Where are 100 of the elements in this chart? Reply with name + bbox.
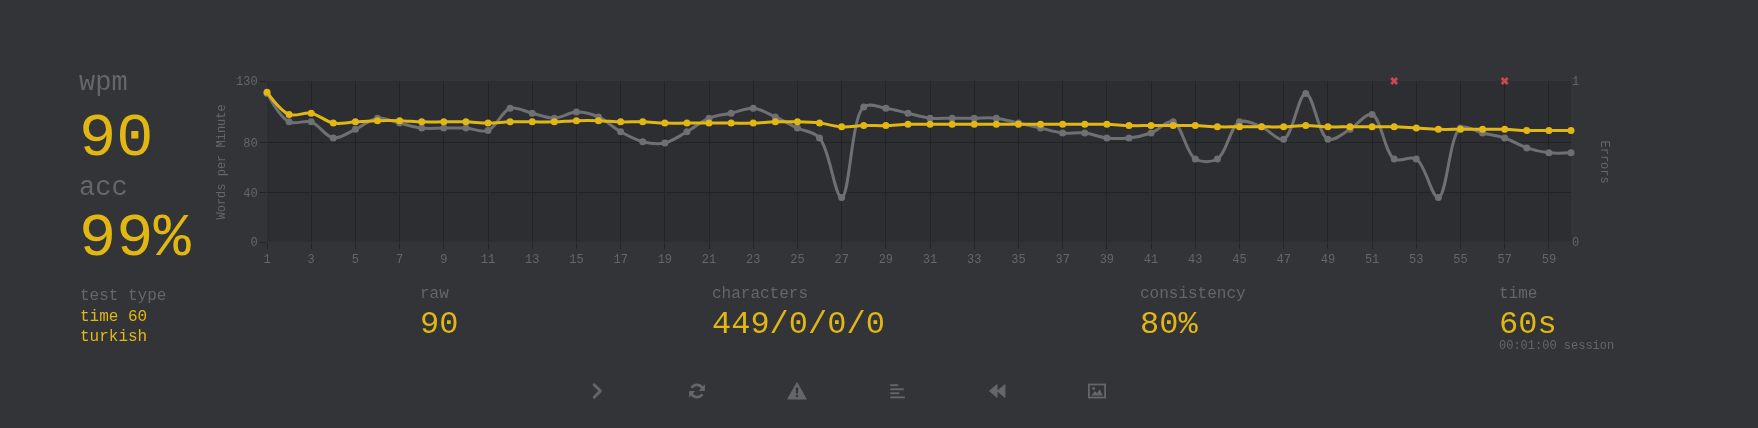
point xyxy=(1368,110,1376,118)
point xyxy=(1434,125,1442,133)
point xyxy=(329,119,337,127)
text: 80% xyxy=(1140,306,1199,343)
point xyxy=(351,118,359,126)
point xyxy=(1191,122,1199,130)
point xyxy=(1302,89,1310,97)
point xyxy=(1390,123,1398,131)
point xyxy=(1412,124,1420,132)
point xyxy=(307,118,315,126)
point xyxy=(1213,123,1221,131)
point xyxy=(1125,122,1133,130)
point xyxy=(572,117,580,125)
point xyxy=(992,114,1000,122)
text: 449/0/0/0 xyxy=(712,306,885,343)
point xyxy=(285,110,293,118)
point xyxy=(816,134,824,142)
point xyxy=(948,114,956,122)
point xyxy=(683,128,691,136)
point xyxy=(1479,125,1487,133)
point xyxy=(285,118,293,126)
point xyxy=(1412,155,1420,163)
point xyxy=(351,125,359,133)
point xyxy=(528,109,536,117)
point xyxy=(418,118,426,126)
point xyxy=(1125,134,1133,142)
point xyxy=(727,119,735,127)
point xyxy=(749,104,757,112)
point xyxy=(904,109,912,117)
text: time 60 xyxy=(80,308,148,326)
point xyxy=(462,118,470,126)
point xyxy=(1081,120,1089,128)
point xyxy=(1191,155,1199,163)
point xyxy=(727,109,735,117)
point xyxy=(506,104,514,112)
point xyxy=(528,118,536,126)
point xyxy=(1501,134,1509,142)
point xyxy=(1081,129,1089,137)
point xyxy=(948,120,956,128)
point xyxy=(1147,122,1155,130)
point xyxy=(1434,193,1442,201)
point xyxy=(617,128,625,136)
point xyxy=(1302,122,1310,130)
point xyxy=(639,118,647,126)
point xyxy=(1059,120,1067,128)
point xyxy=(970,114,978,122)
point xyxy=(1059,129,1067,137)
point xyxy=(1545,149,1553,157)
point xyxy=(838,123,846,131)
point xyxy=(572,108,580,116)
point xyxy=(860,122,868,130)
point xyxy=(904,120,912,128)
point xyxy=(992,120,1000,128)
point xyxy=(882,122,890,130)
point xyxy=(1213,155,1221,163)
point xyxy=(1390,155,1398,163)
point xyxy=(683,119,691,127)
point xyxy=(816,119,824,127)
point xyxy=(506,118,514,126)
point xyxy=(1324,123,1332,131)
point xyxy=(639,138,647,146)
text: 60s xyxy=(1499,306,1557,343)
point xyxy=(1147,129,1155,137)
point xyxy=(771,118,779,126)
point xyxy=(595,117,603,125)
point xyxy=(882,104,890,112)
point xyxy=(1280,123,1288,131)
point xyxy=(329,134,337,142)
text: 90 xyxy=(79,103,154,174)
point xyxy=(661,139,669,147)
point xyxy=(440,118,448,126)
point xyxy=(926,120,934,128)
point xyxy=(1280,135,1288,143)
text: turkish xyxy=(80,328,148,346)
point xyxy=(1523,144,1531,152)
point xyxy=(484,119,492,127)
point xyxy=(1103,120,1111,128)
point xyxy=(1037,120,1045,128)
point xyxy=(1235,123,1243,131)
point xyxy=(484,127,492,135)
point xyxy=(1103,134,1111,142)
point xyxy=(462,124,470,132)
point xyxy=(970,120,978,128)
point xyxy=(1567,127,1575,135)
point xyxy=(661,119,669,127)
point xyxy=(307,109,315,117)
point xyxy=(1567,149,1575,157)
point xyxy=(1324,135,1332,143)
point xyxy=(705,119,713,127)
point xyxy=(617,118,625,126)
point xyxy=(440,124,448,132)
point xyxy=(793,118,801,126)
point xyxy=(1501,125,1509,133)
point xyxy=(1523,127,1531,135)
point xyxy=(418,124,426,132)
point xyxy=(1169,122,1177,130)
point xyxy=(1545,127,1553,135)
point xyxy=(838,193,846,201)
point xyxy=(749,119,757,127)
point xyxy=(550,118,558,126)
